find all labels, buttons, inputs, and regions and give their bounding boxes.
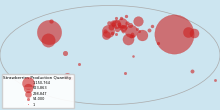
Point xyxy=(106,30,110,31)
Point xyxy=(113,25,117,27)
Point xyxy=(131,55,134,57)
Point xyxy=(114,17,118,19)
Point xyxy=(47,31,51,33)
Point xyxy=(126,38,130,39)
Point xyxy=(131,35,134,37)
Point xyxy=(120,25,123,27)
Point xyxy=(125,22,129,24)
Point xyxy=(147,29,150,31)
Point xyxy=(119,27,123,29)
Point xyxy=(150,25,153,27)
Point xyxy=(121,22,124,24)
Point xyxy=(46,39,50,41)
Point xyxy=(114,33,117,35)
Point xyxy=(130,30,133,32)
Ellipse shape xyxy=(0,6,220,104)
Point xyxy=(135,28,139,30)
Point xyxy=(110,26,113,28)
Point xyxy=(122,30,125,32)
Point xyxy=(63,52,66,53)
Point xyxy=(119,17,123,19)
Point xyxy=(107,22,110,24)
Legend: 1,150,764, 623,863, 298,847, 54,000, 1: 1,150,764, 623,863, 298,847, 54,000, 1 xyxy=(2,74,73,108)
Point xyxy=(141,34,144,36)
Point xyxy=(137,30,141,31)
Point xyxy=(187,31,190,33)
Point xyxy=(104,35,108,36)
Point xyxy=(50,20,53,22)
Point xyxy=(111,22,115,24)
Point xyxy=(130,35,133,37)
Point xyxy=(103,30,107,32)
Point xyxy=(124,15,128,17)
Point xyxy=(156,42,160,44)
Point xyxy=(136,20,139,22)
Point xyxy=(117,25,120,27)
Point xyxy=(172,33,175,35)
Point xyxy=(118,24,121,25)
Point xyxy=(116,28,119,30)
Point xyxy=(110,32,114,34)
Point xyxy=(77,63,81,65)
Point xyxy=(190,70,194,72)
Point xyxy=(213,79,217,81)
Point xyxy=(69,77,73,79)
Point xyxy=(123,26,127,28)
Point xyxy=(130,33,134,35)
Point xyxy=(128,24,131,26)
Point xyxy=(111,23,115,25)
Point xyxy=(123,72,127,74)
Point xyxy=(114,23,118,25)
Point xyxy=(121,27,125,29)
Point xyxy=(65,75,68,77)
Point xyxy=(114,20,118,22)
Point xyxy=(192,32,196,34)
